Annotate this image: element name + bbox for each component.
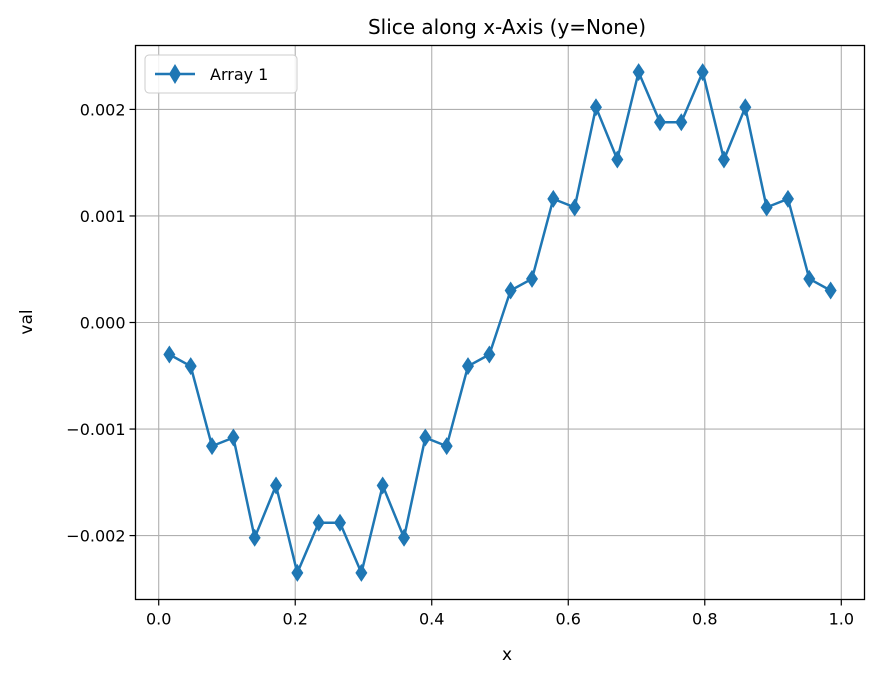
x-tick-label: 1.0: [829, 610, 854, 629]
y-tick-label: −0.001: [66, 420, 125, 439]
data-point: [547, 189, 560, 208]
data-point: [206, 437, 219, 456]
y-tick-label: 0.000: [80, 314, 126, 333]
y-tick-label: 0.001: [80, 207, 126, 226]
data-point: [632, 63, 645, 82]
x-tick-label: 0.0: [146, 610, 171, 629]
data-point: [824, 281, 837, 300]
x-tick-label: 0.6: [556, 610, 581, 629]
data-point: [611, 150, 624, 169]
data-point: [568, 198, 581, 217]
data-point: [781, 189, 794, 208]
data-point: [440, 437, 453, 456]
data-point: [291, 563, 304, 582]
data-point: [739, 98, 752, 117]
data-point: [398, 528, 411, 547]
data-point: [248, 528, 261, 547]
data-point: [717, 150, 730, 169]
x-tick-label: 0.2: [282, 610, 307, 629]
data-point: [312, 513, 325, 532]
data-point: [504, 281, 517, 300]
series-layer: [163, 63, 837, 582]
legend: Array 1: [144, 54, 298, 94]
data-point: [803, 269, 816, 288]
data-point: [483, 345, 496, 364]
data-point: [270, 476, 283, 495]
x-axis-label: x: [502, 645, 512, 665]
legend-box: [144, 54, 298, 94]
x-tick-label: 0.4: [419, 610, 444, 629]
data-point: [163, 345, 176, 364]
data-point: [334, 513, 347, 532]
y-tick-label: −0.002: [66, 527, 125, 546]
y-axis-label: val: [17, 309, 37, 334]
data-point: [227, 428, 240, 447]
data-point: [696, 63, 709, 82]
x-tick-label: 0.8: [692, 610, 717, 629]
data-point: [355, 563, 368, 582]
data-point: [760, 198, 773, 217]
data-point: [526, 269, 539, 288]
data-point: [461, 357, 474, 376]
y-axis: −0.002 −0.001 0.000 0.001 0.002: [66, 100, 136, 546]
legend-label: Array 1: [210, 65, 268, 84]
data-point: [419, 428, 432, 447]
data-point: [675, 113, 688, 132]
y-tick-label: 0.002: [80, 100, 126, 119]
x-axis: 0.0 0.2 0.4 0.6 0.8 1.0: [146, 599, 854, 629]
data-point: [376, 476, 389, 495]
data-point: [184, 357, 197, 376]
data-point: [589, 98, 602, 117]
data-point: [653, 113, 666, 132]
series-line: [168, 70, 832, 575]
chart-title: Slice along x-Axis (y=None): [368, 15, 646, 39]
legend-marker: [169, 64, 181, 84]
